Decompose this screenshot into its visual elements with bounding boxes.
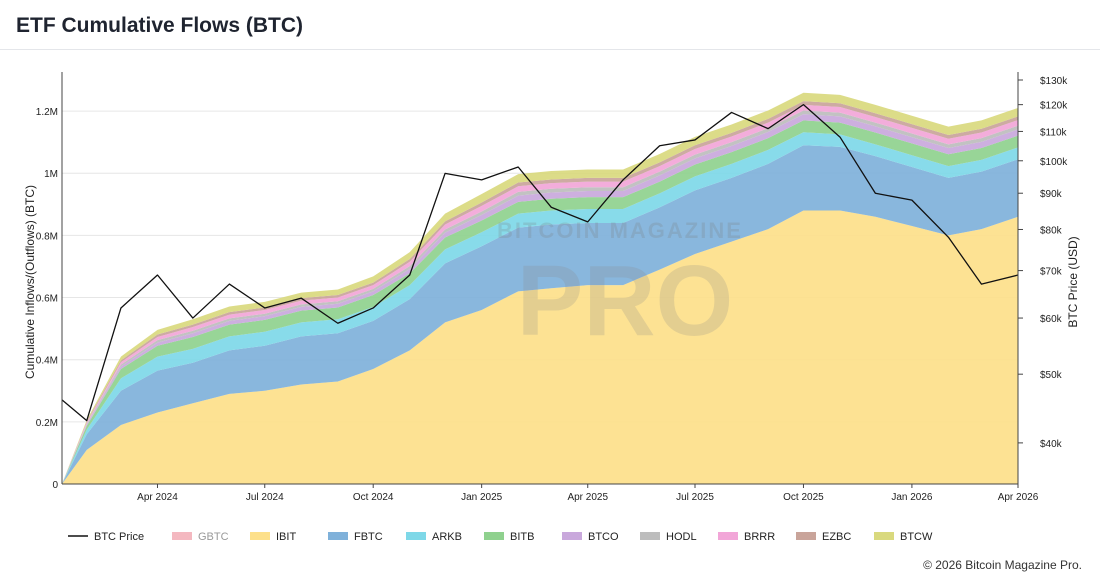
x-tick-label: Apr 2024 xyxy=(137,492,178,503)
x-tick-label: Jul 2024 xyxy=(246,492,284,503)
area-bitb xyxy=(62,120,1018,485)
legend-swatch xyxy=(484,532,504,540)
y-tick-label: 0.2M xyxy=(36,418,58,429)
legend-item-bitb[interactable]: BITB xyxy=(484,531,534,543)
y2-tick-label: $90k xyxy=(1040,189,1063,200)
legend-label: BRRR xyxy=(744,531,775,543)
y2-tick-label: $100k xyxy=(1040,157,1068,168)
y2-tick-label: $50k xyxy=(1040,370,1063,381)
legend-label: BTCO xyxy=(588,531,619,543)
x-tick-label: Oct 2025 xyxy=(783,492,824,503)
legend-swatch xyxy=(718,532,738,540)
legend-label: FBTC xyxy=(354,531,383,543)
y2-axis-label: BTC Price (USD) xyxy=(1066,236,1080,327)
legend-item-btc-price[interactable]: BTC Price xyxy=(68,531,144,543)
y-tick-label: 0.8M xyxy=(36,231,58,242)
stacked-areas xyxy=(62,92,1018,485)
legend-label: EZBC xyxy=(822,531,851,543)
legend-label: BTCW xyxy=(900,531,933,543)
y-tick-label: 1.2M xyxy=(36,107,58,118)
legend: BTC Price GBTC IBIT FBTC ARKB BITB BTCO HODL BRR… xyxy=(68,531,933,543)
legend-swatch xyxy=(562,532,582,540)
y2-tick-label: $70k xyxy=(1040,267,1063,278)
axes: 0 0.2M 0.4M 0.6M 0.8M 1M 1.2M $40k $50k $60k $70k $… xyxy=(23,72,1080,503)
page-title: ETF Cumulative Flows (BTC) xyxy=(16,14,304,37)
y2-tick-label: $120k xyxy=(1040,101,1068,112)
y-tick-label: 1M xyxy=(44,169,58,180)
y2-tick-label: $80k xyxy=(1040,225,1063,236)
area-ibit xyxy=(62,210,1018,484)
x-tick-label: Jul 2025 xyxy=(676,492,714,503)
watermark: BITCOIN MAGAZINE PRO xyxy=(497,218,743,357)
y-tick-label: 0.4M xyxy=(36,356,58,367)
y-tick-label: 0.6M xyxy=(36,294,58,305)
y2-tick-label: $130k xyxy=(1040,76,1068,87)
header: ETF Cumulative Flows (BTC) xyxy=(0,0,1100,50)
x-tick-label: Apr 2025 xyxy=(567,492,608,503)
watermark-main-text: PRO xyxy=(517,245,734,357)
area-arkb xyxy=(62,132,1018,484)
legend-item-fbtc[interactable]: FBTC xyxy=(328,531,383,543)
x-tick-label: Oct 2024 xyxy=(353,492,394,503)
watermark-top-text: BITCOIN MAGAZINE xyxy=(497,218,743,243)
btc-price-line xyxy=(61,103,1019,422)
legend-item-brrr[interactable]: BRRR xyxy=(718,531,775,543)
legend-swatch xyxy=(250,532,270,540)
legend-label: BITB xyxy=(510,531,534,543)
legend-label: IBIT xyxy=(276,531,296,543)
legend-swatch xyxy=(874,532,894,540)
legend-item-btco[interactable]: BTCO xyxy=(562,531,619,543)
area-fbtc xyxy=(62,145,1018,484)
legend-swatch xyxy=(406,532,426,540)
legend-label: GBTC xyxy=(198,531,229,543)
y-axis-label: Cumulative Inflows/(Outflows) (BTC) xyxy=(23,185,37,379)
legend-swatch xyxy=(796,532,816,540)
legend-label: HODL xyxy=(666,531,697,543)
legend-item-arkb[interactable]: ARKB xyxy=(406,531,462,543)
legend-swatch xyxy=(172,532,192,540)
legend-item-gbtc[interactable]: GBTC xyxy=(172,531,229,543)
legend-item-hodl[interactable]: HODL xyxy=(640,531,697,543)
legend-label: ARKB xyxy=(432,531,462,543)
x-tick-label: Jan 2026 xyxy=(891,492,933,503)
y2-tick-label: $110k xyxy=(1040,127,1068,138)
x-tick-label: Apr 2026 xyxy=(998,492,1039,503)
legend-item-ezbc[interactable]: EZBC xyxy=(796,531,851,543)
etf-flows-chart: BITCOIN MAGAZINE PRO 0 0.2M 0.4M 0.6M 0.8M 1M… xyxy=(23,72,1080,543)
legend-item-ibit[interactable]: IBIT xyxy=(250,531,296,543)
y2-tick-label: $60k xyxy=(1040,314,1063,325)
copyright: © 2026 Bitcoin Magazine Pro. xyxy=(923,558,1082,572)
x-tick-label: Jan 2025 xyxy=(461,492,503,503)
legend-label: BTC Price xyxy=(94,531,144,543)
legend-item-btcw[interactable]: BTCW xyxy=(874,531,933,543)
y2-tick-label: $40k xyxy=(1040,439,1063,450)
legend-swatch xyxy=(640,532,660,540)
y-tick-label: 0 xyxy=(52,480,58,491)
legend-swatch xyxy=(328,532,348,540)
